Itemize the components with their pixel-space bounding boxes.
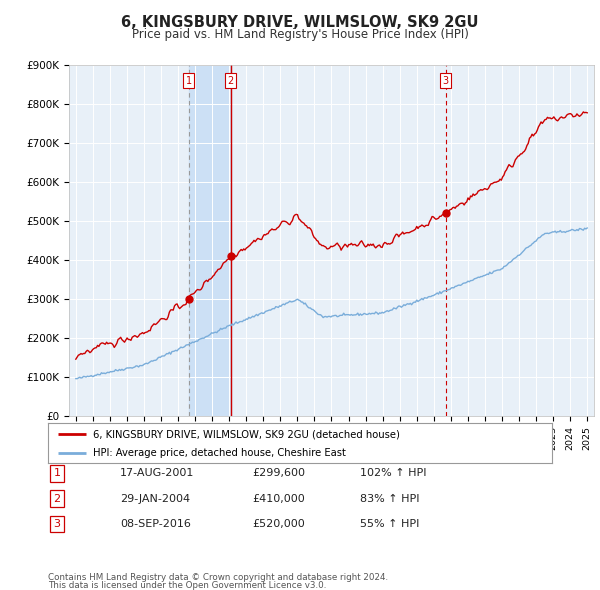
Text: 83% ↑ HPI: 83% ↑ HPI [360, 494, 419, 503]
Text: £410,000: £410,000 [252, 494, 305, 503]
Text: This data is licensed under the Open Government Licence v3.0.: This data is licensed under the Open Gov… [48, 581, 326, 590]
Text: 6, KINGSBURY DRIVE, WILMSLOW, SK9 2GU: 6, KINGSBURY DRIVE, WILMSLOW, SK9 2GU [121, 15, 479, 30]
Text: Contains HM Land Registry data © Crown copyright and database right 2024.: Contains HM Land Registry data © Crown c… [48, 572, 388, 582]
Text: HPI: Average price, detached house, Cheshire East: HPI: Average price, detached house, Ches… [94, 448, 346, 458]
Text: 6, KINGSBURY DRIVE, WILMSLOW, SK9 2GU (detached house): 6, KINGSBURY DRIVE, WILMSLOW, SK9 2GU (d… [94, 430, 400, 440]
Text: 29-JAN-2004: 29-JAN-2004 [120, 494, 190, 503]
Text: £299,600: £299,600 [252, 468, 305, 478]
Text: 55% ↑ HPI: 55% ↑ HPI [360, 519, 419, 529]
Text: 2: 2 [227, 76, 234, 86]
Text: Price paid vs. HM Land Registry's House Price Index (HPI): Price paid vs. HM Land Registry's House … [131, 28, 469, 41]
Text: 3: 3 [53, 519, 61, 529]
Text: 3: 3 [442, 76, 449, 86]
Text: 1: 1 [53, 468, 61, 478]
Text: 2: 2 [53, 494, 61, 503]
Bar [189, 65, 230, 416]
Text: 08-SEP-2016: 08-SEP-2016 [120, 519, 191, 529]
Text: 102% ↑ HPI: 102% ↑ HPI [360, 468, 427, 478]
Text: 17-AUG-2001: 17-AUG-2001 [120, 468, 194, 478]
Text: 1: 1 [186, 76, 192, 86]
Text: £520,000: £520,000 [252, 519, 305, 529]
